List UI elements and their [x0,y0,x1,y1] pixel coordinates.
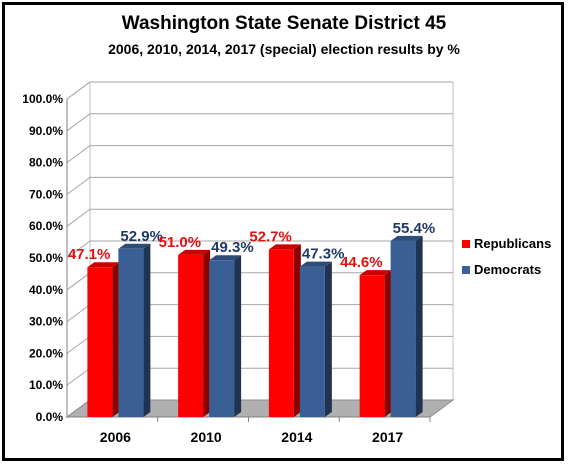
bar-front [359,275,385,417]
chart-subtitle: 2006, 2010, 2014, 2017 (special) electio… [108,41,460,57]
gridline [66,113,453,132]
gridline [66,81,453,100]
bar-top [87,262,120,268]
y-tick-label: 30.0% [29,315,63,329]
y-tick-label: 90.0% [29,124,63,138]
bar-top [178,249,211,255]
bar-side [143,243,151,417]
bar-democrats-2006 [118,243,151,417]
data-label: 47.1% [68,246,111,263]
bar-side [203,249,211,417]
bar-top [118,243,151,249]
legend-swatch [462,240,470,248]
x-tick-label: 2017 [372,429,403,445]
bar-front [209,260,235,417]
bar-side [293,244,301,417]
bar-side [112,262,120,417]
data-label: 49.3% [211,239,254,256]
bar-top [268,244,301,250]
bar-side [324,261,332,417]
y-tick-label: 20.0% [29,346,63,360]
data-label: 51.0% [159,234,202,251]
y-tick-label: 0.0% [36,410,64,424]
bar-democrats-2014 [299,261,332,417]
data-label: 44.6% [340,254,383,271]
bar-side [384,270,392,417]
y-tick-label: 100.0% [22,92,63,106]
bar-front [118,248,144,417]
y-tick-label: 40.0% [29,283,63,297]
chart-title: Washington State Senate District 45 [122,13,447,34]
bar-front [299,266,325,417]
bar-republicans-2014 [268,244,301,417]
legend-label: Democrats [474,262,541,277]
gridline [66,176,453,195]
x-tick-label: 2006 [100,429,131,445]
data-label: 52.7% [249,228,292,245]
y-tick-label: 10.0% [29,378,63,392]
gridline [66,240,453,259]
x-tick-label: 2014 [281,429,312,445]
legend-label: Republicans [474,236,551,251]
bar-side [234,255,242,417]
bar-front [87,267,113,417]
bar-top [299,261,332,267]
bar-republicans-2006 [87,262,120,417]
y-tick-label: 80.0% [29,156,63,170]
data-label: 55.4% [393,220,436,237]
bar-side [415,235,423,417]
bar-republicans-2017 [359,270,392,417]
gridline [66,145,453,164]
bar-top [390,235,423,241]
y-tick-label: 60.0% [29,219,63,233]
bar-republicans-2010 [178,249,211,417]
bar-front [268,249,294,417]
data-label: 52.9% [120,228,163,245]
gridline [66,208,453,227]
legend-swatch [462,266,470,274]
bar-democrats-2010 [209,255,242,417]
data-label: 47.3% [302,246,345,263]
bar-top [359,270,392,276]
y-tick-label: 50.0% [29,251,63,265]
x-tick-label: 2010 [191,429,222,445]
y-tick-label: 70.0% [29,187,63,201]
bar-democrats-2017 [390,235,423,417]
bar-front [178,254,204,417]
bar-top [209,255,242,261]
bar-front [390,240,416,417]
